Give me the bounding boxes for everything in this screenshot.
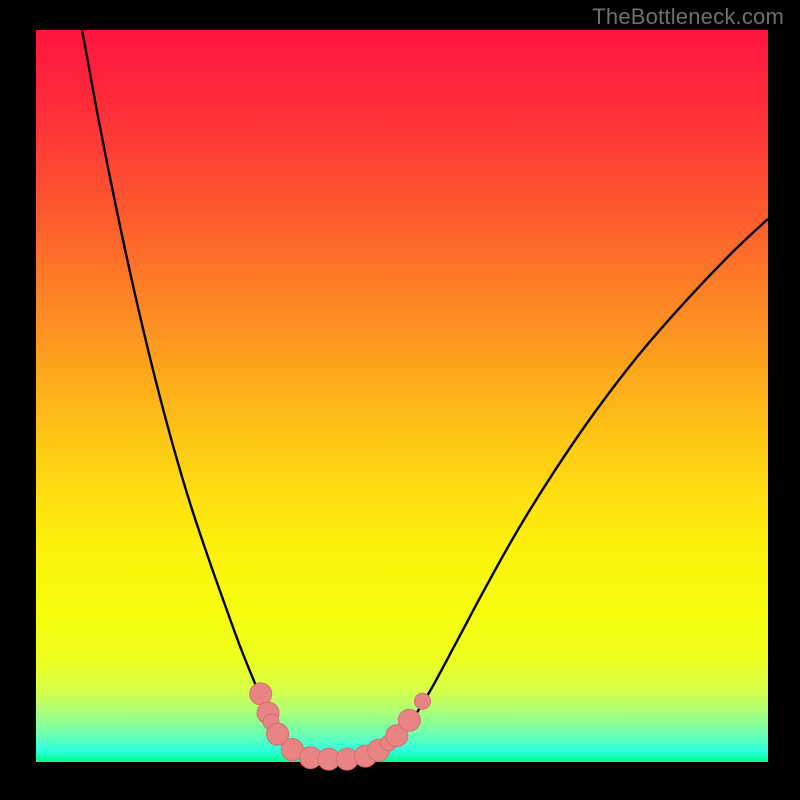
watermark-text: TheBottleneck.com <box>592 4 784 30</box>
data-marker <box>414 693 430 709</box>
bottleneck-curve-right <box>343 219 768 759</box>
marker-group <box>250 683 431 770</box>
chart-plot-area <box>36 30 768 762</box>
chart-curves-layer <box>36 30 768 762</box>
data-marker <box>398 709 420 731</box>
bottleneck-curve-left <box>82 30 343 759</box>
